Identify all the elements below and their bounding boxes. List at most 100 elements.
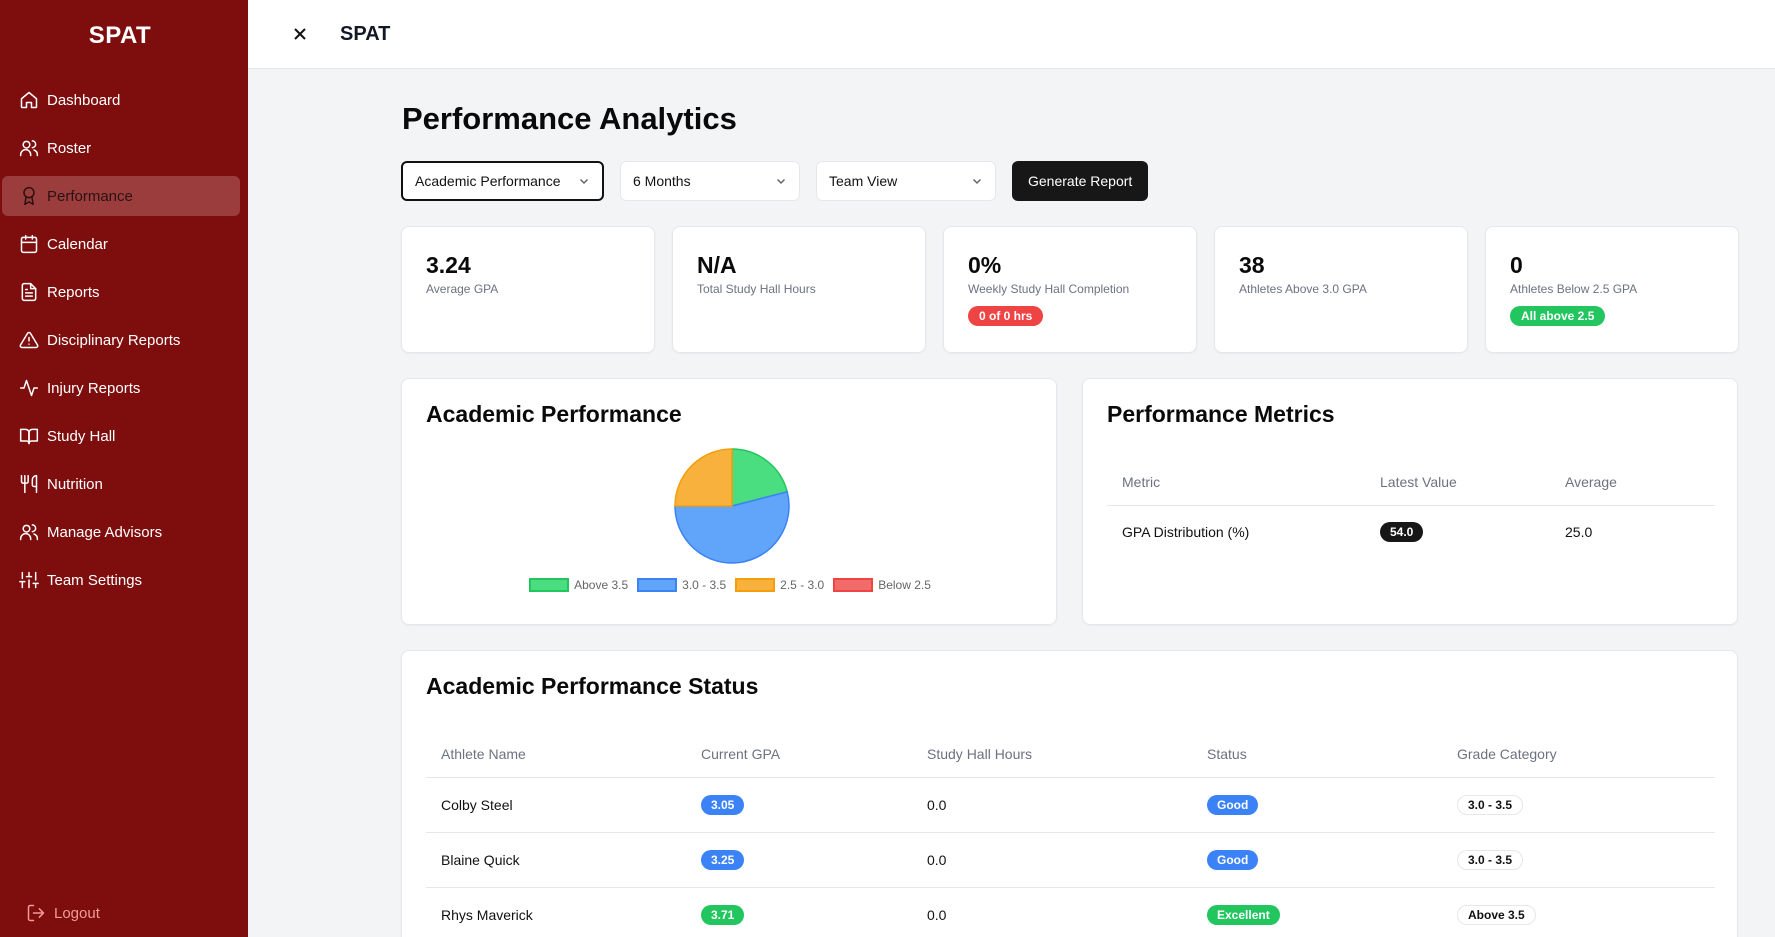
sidebar-item-team-settings[interactable]: Team Settings: [2, 560, 240, 600]
close-icon: [294, 28, 306, 40]
stat-value: 38: [1239, 252, 1265, 278]
athlete-name: Colby Steel: [426, 777, 686, 833]
sidebar-item-calendar[interactable]: Calendar: [2, 224, 240, 264]
study-hall-hours: 0.0: [912, 887, 1192, 937]
sidebar-item-label: Roster: [47, 139, 92, 157]
pie-chart[interactable]: [672, 446, 792, 566]
grade-category-badge: Above 3.5: [1457, 904, 1536, 925]
legend-item[interactable]: Below 2.5: [833, 578, 931, 592]
legend-label: Above 3.5: [574, 578, 629, 592]
category-select-value: Academic Performance: [415, 173, 561, 189]
grade-category-badge: 3.0 - 3.5: [1457, 849, 1524, 870]
sidebar-item-roster[interactable]: Roster: [2, 128, 240, 168]
stat-card-above-3-gpa: 38 Athletes Above 3.0 GPA: [1214, 226, 1468, 353]
pie-slice[interactable]: [674, 490, 790, 564]
stat-value: 3.24: [426, 252, 471, 278]
status-title: Academic Performance Status: [426, 673, 759, 699]
utensils-icon: [18, 473, 40, 495]
legend-swatch: [735, 578, 776, 592]
pie-slice[interactable]: [674, 448, 733, 507]
legend-swatch: [637, 578, 678, 592]
stat-label: Average GPA: [426, 282, 499, 297]
sidebar-item-label: Team Settings: [47, 571, 143, 589]
home-icon: [18, 89, 40, 111]
pie-slice[interactable]: [731, 448, 789, 507]
stat-cards: 3.24 Average GPA N/A Total Study Hall Ho…: [401, 226, 1739, 353]
period-select-value: 6 Months: [633, 173, 691, 189]
status-badge: 0 of 0 hrs: [968, 306, 1044, 327]
chart-legend: Above 3.5 3.0 - 3.5 2.5 - 3.0 Below 2.5: [402, 578, 1058, 592]
sidebar-item-manage-advisors[interactable]: Manage Advisors: [2, 512, 240, 552]
sidebar-item-label: Nutrition: [47, 475, 103, 493]
sidebar-item-label: Manage Advisors: [47, 523, 163, 541]
column-header: Metric: [1107, 459, 1365, 506]
table-row[interactable]: Rhys Maverick 3.71 0.0 Excellent Above 3…: [426, 887, 1715, 937]
legend-item[interactable]: 2.5 - 3.0: [735, 578, 824, 592]
metrics-table: Metric Latest Value Average GPA Distribu…: [1107, 459, 1715, 559]
legend-label: 2.5 - 3.0: [780, 578, 825, 592]
sidebar-item-dashboard[interactable]: Dashboard: [2, 80, 240, 120]
status-table: Athlete Name Current GPA Study Hall Hour…: [426, 731, 1715, 937]
metric-name: GPA Distribution (%): [1122, 524, 1250, 541]
file-text-icon: [18, 281, 40, 303]
period-select[interactable]: 6 Months: [620, 161, 800, 201]
column-header: Study Hall Hours: [912, 731, 1192, 778]
close-sidebar-button[interactable]: [290, 24, 310, 44]
stat-card-study-hall-hours: N/A Total Study Hall Hours: [672, 226, 926, 353]
generate-report-button[interactable]: Generate Report: [1012, 161, 1149, 201]
sidebar-item-nutrition[interactable]: Nutrition: [2, 464, 240, 504]
status-badge: Excellent: [1207, 904, 1280, 925]
sidebar: SPAT Dashboard Roster Performance Calend…: [0, 0, 248, 937]
page-title: Performance Analytics: [402, 101, 737, 136]
status-badge: All above 2.5: [1510, 306, 1606, 327]
sidebar-item-study-hall[interactable]: Study Hall: [2, 416, 240, 456]
legend-item[interactable]: Above 3.5: [529, 578, 628, 592]
stat-card-average-gpa: 3.24 Average GPA: [401, 226, 655, 353]
view-select[interactable]: Team View: [816, 161, 996, 201]
top-bar: SPAT: [248, 0, 1775, 69]
sidebar-item-label: Performance: [47, 187, 133, 205]
column-header: Average: [1550, 459, 1715, 506]
logout-label: Logout: [54, 904, 100, 922]
stat-value: 0%: [968, 252, 1002, 278]
view-select-value: Team View: [829, 173, 898, 189]
column-header: Status: [1192, 731, 1442, 778]
gpa-badge: 3.71: [701, 904, 745, 925]
column-header: Grade Category: [1442, 731, 1715, 778]
logout-button[interactable]: Logout: [26, 903, 100, 923]
table-row[interactable]: Blaine Quick 3.25 0.0 Good 3.0 - 3.5: [426, 832, 1715, 888]
sliders-icon: [18, 569, 40, 591]
category-select[interactable]: Academic Performance: [401, 161, 604, 201]
stat-label: Weekly Study Hall Completion: [968, 282, 1130, 297]
award-icon: [18, 185, 40, 207]
sidebar-item-reports[interactable]: Reports: [2, 272, 240, 312]
sidebar-item-disciplinary-reports[interactable]: Disciplinary Reports: [2, 320, 240, 360]
sidebar-item-label: Injury Reports: [47, 379, 141, 397]
users-icon: [18, 521, 40, 543]
grade-category-badge: 3.0 - 3.5: [1457, 794, 1524, 815]
sidebar-item-injury-reports[interactable]: Injury Reports: [2, 368, 240, 408]
brand-logo: SPAT: [88, 22, 152, 49]
status-badge: Good: [1207, 794, 1259, 815]
status-badge: Good: [1207, 849, 1259, 870]
alert-triangle-icon: [18, 329, 40, 351]
book-open-icon: [18, 425, 40, 447]
table-row[interactable]: Colby Steel 3.05 0.0 Good 3.0 - 3.5: [426, 777, 1715, 833]
chart-title: Academic Performance: [426, 401, 682, 427]
logout-icon: [27, 904, 45, 922]
sidebar-item-performance[interactable]: Performance: [2, 176, 240, 216]
metrics-title: Performance Metrics: [1107, 401, 1335, 427]
stat-card-below-2-5-gpa: 0 Athletes Below 2.5 GPA All above 2.5: [1485, 226, 1739, 353]
sidebar-item-label: Calendar: [47, 235, 108, 253]
average-value: 25.0: [1565, 524, 1593, 541]
header-title: SPAT: [340, 22, 391, 45]
latest-value-badge: 54.0: [1380, 522, 1424, 543]
stat-label: Total Study Hall Hours: [697, 282, 816, 297]
users-icon: [18, 137, 40, 159]
academic-status-card: Academic Performance Status Athlete Name…: [401, 650, 1738, 937]
sidebar-nav: Dashboard Roster Performance Calendar Re…: [0, 80, 248, 608]
gpa-badge: 3.25: [701, 849, 745, 870]
sidebar-item-label: Reports: [47, 283, 100, 301]
legend-item[interactable]: 3.0 - 3.5: [637, 578, 726, 592]
study-hall-hours: 0.0: [912, 777, 1192, 833]
